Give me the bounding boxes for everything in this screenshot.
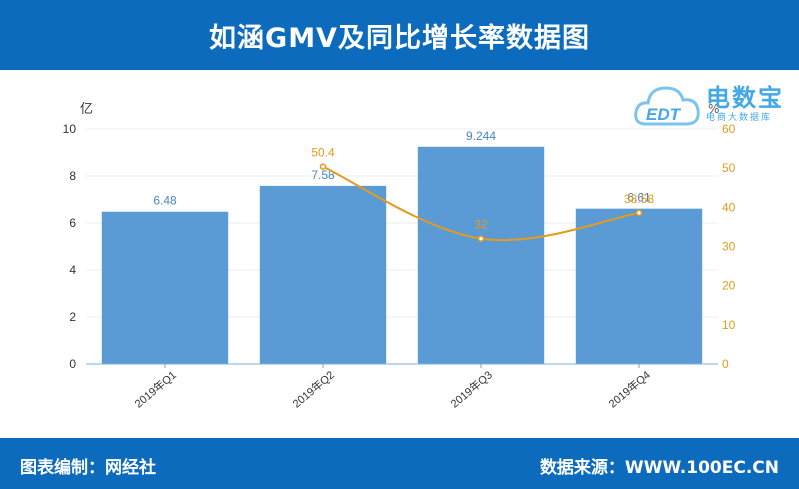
footer-source: 数据来源：WWW.100EC.CN [539, 458, 779, 478]
y-left-unit: 亿 [80, 102, 93, 117]
y-left-tick-label: 4 [69, 263, 76, 277]
bar [417, 146, 545, 364]
y-right-tick-label: 50 [722, 161, 736, 175]
bar [259, 185, 387, 364]
page-title: 如涵GMV及同比增长率数据图 [209, 22, 590, 54]
footer-credit: 图表编制：网经社 [20, 458, 156, 478]
x-tick-label: 2019年Q3 [448, 368, 495, 411]
y-right-tick-label: 10 [722, 318, 736, 332]
logo-brand: 电数宝 [706, 84, 784, 112]
x-tick-label: 2019年Q2 [290, 368, 337, 411]
bar-data-label: 6.61 [627, 191, 651, 205]
gmv-chart: 6.48 7.58 9.244 6.61 50.4 32 38.58 0 2 4 6 8 10 0 10… [63, 102, 736, 411]
y-left-tick-label: 6 [69, 216, 76, 230]
y-right-tick-label: 60 [722, 122, 736, 136]
cloud-logo-icon: EDT [634, 86, 700, 126]
line-point [477, 235, 485, 242]
line-data-label: 50.4 [311, 146, 335, 160]
line-series: 50.4 32 38.58 [311, 146, 654, 242]
x-tick-label: 2019年Q1 [132, 368, 179, 411]
y-right-tick-label: 30 [722, 240, 736, 254]
y-left-tick-label: 10 [63, 122, 77, 136]
y-right-tick-label: 0 [722, 357, 729, 371]
logo-subtitle: 电商大数据库 [706, 113, 773, 123]
bar-data-label: 7.58 [311, 168, 335, 182]
y-left-tick-label: 0 [69, 357, 76, 371]
y-right-tick-label: 20 [722, 279, 736, 293]
line-data-label: 38.58 [624, 192, 654, 206]
line-data-label: 32 [474, 218, 488, 232]
y-right-tick-label: 40 [722, 200, 736, 214]
y-left-tick-label: 8 [69, 169, 76, 183]
line-point [319, 163, 327, 170]
bar-data-label: 9.244 [466, 129, 496, 143]
header-bar: 如涵GMV及同比增长率数据图 [0, 0, 799, 70]
logo: EDT 电数宝 电商大数据库 [634, 76, 794, 136]
bar-data-label: 6.48 [153, 194, 177, 208]
y-left-tick-label: 2 [69, 310, 76, 324]
y-right-unit: % [708, 102, 719, 116]
bar-series: 6.48 7.58 9.244 6.61 [101, 129, 703, 364]
logo-mark: EDT [646, 105, 682, 124]
line-point [635, 209, 643, 217]
bar [575, 208, 703, 364]
footer-bar: 图表编制：网经社 数据来源：WWW.100EC.CN [0, 438, 799, 489]
x-tick-label: 2019年Q4 [606, 368, 653, 411]
bar [101, 211, 229, 364]
